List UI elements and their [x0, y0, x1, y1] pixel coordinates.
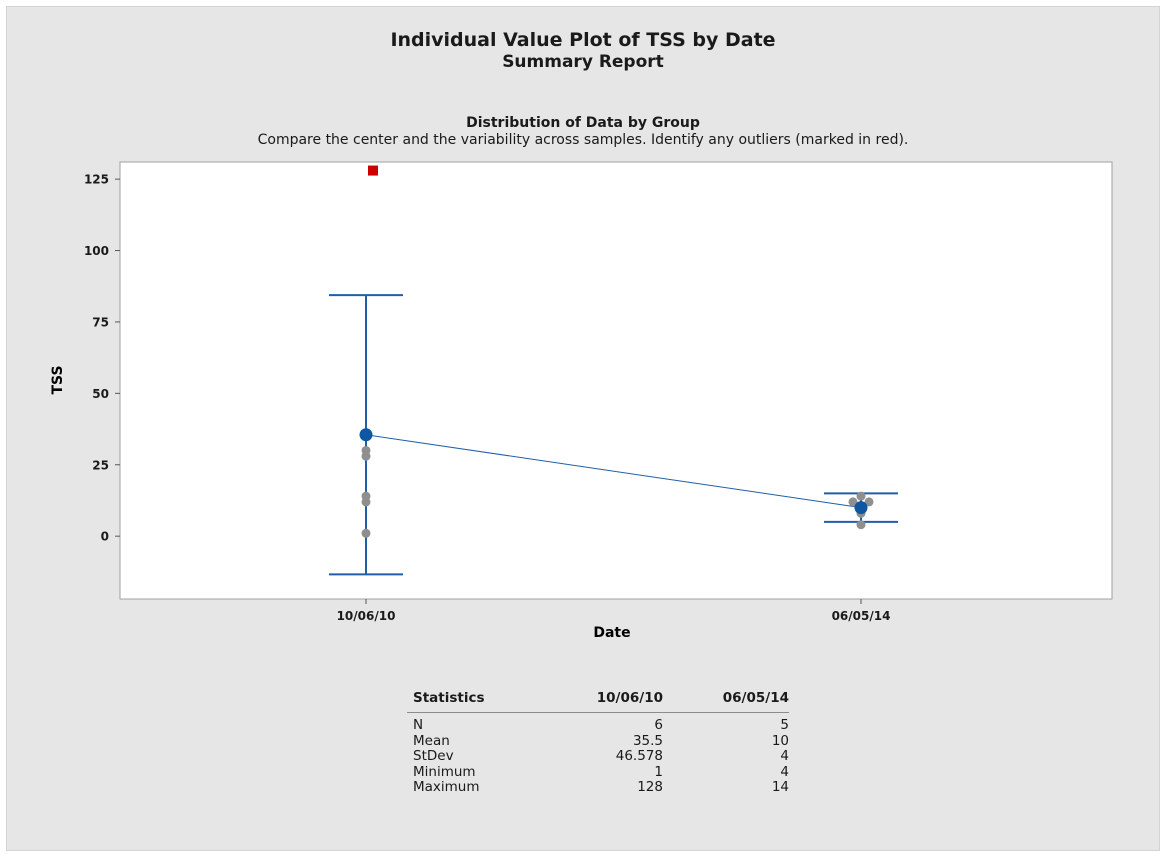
data-point: [848, 497, 858, 507]
stat-name: N: [413, 717, 424, 733]
report-title: Individual Value Plot of TSS by Date: [390, 29, 776, 51]
statistics-row: Mean 35.5 10: [407, 732, 789, 750]
summary-report: Individual Value Plot of TSS by Date Sum…: [6, 6, 1160, 851]
stat-value-group-1: 46.578: [615, 748, 663, 764]
data-point: [361, 528, 371, 538]
stat-value-group-2: 4: [780, 748, 789, 764]
statistics-row: N 6 5: [407, 713, 789, 734]
data-point: [856, 491, 866, 501]
stat-value-group-1: 6: [654, 717, 663, 733]
x-axis: 10/06/10 06/05/14: [337, 599, 891, 623]
y-tick-label: 100: [84, 244, 109, 258]
y-axis-label: TSS: [50, 365, 66, 394]
outlier-point: [368, 165, 378, 176]
stat-value-group-1: 35.5: [632, 732, 663, 749]
panel-title: Distribution of Data by Group: [466, 115, 700, 131]
panel-subtitle: Compare the center and the variability a…: [257, 132, 909, 148]
y-tick-label: 50: [92, 387, 109, 401]
stat-value-group-2: 4: [780, 763, 789, 780]
x-tick-label: 10/06/10: [337, 609, 396, 623]
plot-area: [119, 161, 1113, 600]
stat-value-group-1: 128: [637, 779, 663, 795]
x-axis-label: Date: [593, 625, 630, 641]
stat-name: Minimum: [413, 763, 476, 780]
y-tick-label: 125: [84, 173, 109, 187]
y-axis: 0 25 50 75 100 125: [84, 173, 120, 544]
statistics-row: Minimum 1 4: [407, 763, 789, 781]
stat-value-group-2: 14: [771, 779, 789, 795]
stat-name: StDev: [413, 748, 454, 764]
data-point: [361, 445, 371, 455]
y-tick-label: 25: [92, 458, 109, 472]
statistics-header-row: Statistics 10/06/10 06/05/14: [407, 690, 789, 713]
mean-marker: [359, 428, 373, 442]
statistics-table: Statistics 10/06/10 06/05/14 N 6 5 Mean …: [407, 690, 789, 796]
report-subtitle: Summary Report: [502, 52, 664, 72]
statistics-header-group-1: 10/06/10: [596, 690, 663, 706]
stat-value-group-1: 1: [654, 763, 663, 780]
stat-value-group-2: 10: [771, 732, 789, 749]
stat-name: Mean: [413, 732, 450, 749]
y-tick-label: 0: [101, 530, 109, 544]
x-tick-label: 06/05/14: [832, 609, 891, 623]
stat-name: Maximum: [413, 779, 480, 795]
stat-value-group-2: 5: [780, 717, 789, 733]
data-point: [856, 520, 866, 530]
statistics-header-label: Statistics: [413, 690, 485, 706]
individual-value-plot: 0 25 50 75 100 125 10/06/10 06/05/14 TSS Date: [50, 161, 1113, 641]
mean-connect-line: [365, 434, 862, 509]
mean-marker: [854, 501, 868, 515]
statistics-row: StDev 46.578 4: [407, 748, 789, 765]
data-point: [864, 497, 874, 507]
data-point: [361, 491, 371, 501]
y-tick-label: 75: [92, 315, 109, 329]
plot-marks: [329, 165, 898, 576]
statistics-header-group-2: 06/05/14: [722, 690, 789, 706]
statistics-row: Maximum 128 14: [407, 779, 789, 796]
